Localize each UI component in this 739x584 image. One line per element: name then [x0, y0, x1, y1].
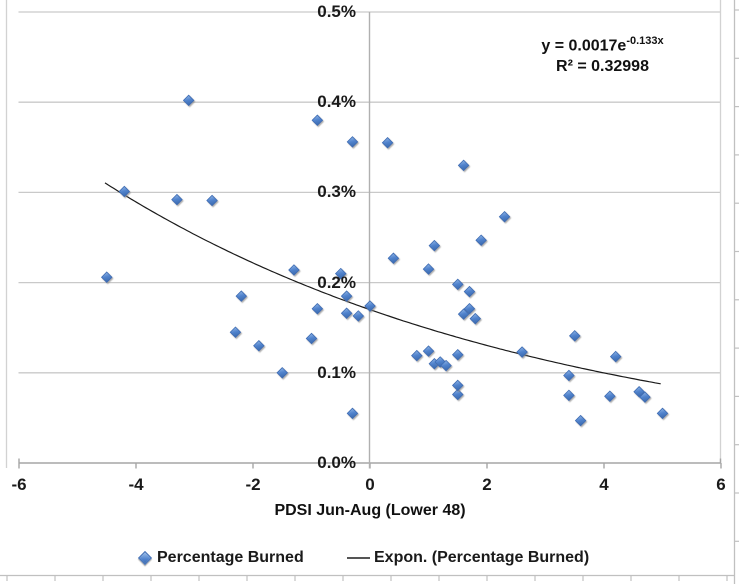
- data-point-diamond[interactable]: [563, 389, 575, 402]
- y-tick-label: 0.2%: [317, 272, 356, 292]
- x-tick-label: -6: [11, 475, 27, 494]
- data-point-diamond[interactable]: [411, 349, 423, 362]
- data-point-diamond[interactable]: [568, 330, 581, 342]
- legend-label-expon: Expon. (Percentage Burned): [374, 549, 590, 566]
- data-point-diamond[interactable]: [451, 379, 464, 392]
- y-tick-label: 0.3%: [317, 182, 356, 202]
- data-point-diamond[interactable]: [276, 367, 289, 379]
- data-point-diamond[interactable]: [440, 359, 452, 372]
- x-tick-label: 0: [365, 475, 375, 494]
- data-point-diamond[interactable]: [100, 271, 113, 283]
- trendline-curve[interactable]: [104, 182, 661, 385]
- data-point-diamond[interactable]: [229, 326, 242, 338]
- data-point-diamond[interactable]: [475, 234, 487, 246]
- data-point-diamond[interactable]: [451, 278, 464, 291]
- equation-line: y = 0.0017e-0.133x: [470, 31, 735, 56]
- y-tick-label: 0.0%: [317, 453, 356, 472]
- data-point-diamond[interactable]: [574, 414, 587, 427]
- equation-r2: R² = 0.32998: [556, 58, 649, 76]
- y-tick-label: 0.5%: [317, 2, 356, 21]
- data-point-diamond[interactable]: [340, 307, 353, 320]
- data-point-diamond[interactable]: [182, 94, 195, 107]
- data-point-diamond[interactable]: [334, 267, 347, 280]
- data-point-diamond[interactable]: [639, 391, 651, 403]
- data-point-diamond[interactable]: [563, 369, 575, 382]
- legend-label-percentage-burned: Percentage Burned: [157, 549, 304, 566]
- data-point-diamond[interactable]: [422, 263, 435, 275]
- trendline-equation-label[interactable]: y = 0.0017e-0.133x R² = 0.32998: [470, 31, 735, 77]
- data-point-diamond[interactable]: [457, 159, 470, 172]
- data-point-diamond[interactable]: [457, 308, 470, 320]
- trendline-marker-icon: [347, 557, 370, 559]
- equation-base: y = 0.0017e: [541, 37, 627, 55]
- data-point-diamond[interactable]: [451, 348, 464, 361]
- series-percentage-burned[interactable]: [100, 94, 669, 427]
- data-point-diamond[interactable]: [604, 390, 616, 403]
- data-point-diamond[interactable]: [387, 252, 400, 265]
- y-tick-label: 0.4%: [317, 92, 356, 112]
- data-point-diamond[interactable]: [311, 114, 324, 127]
- data-point-diamond[interactable]: [498, 210, 511, 223]
- data-point-diamond[interactable]: [364, 300, 376, 312]
- data-point-diamond[interactable]: [346, 407, 359, 420]
- data-point-diamond[interactable]: [305, 332, 318, 345]
- data-point-diamond[interactable]: [422, 345, 435, 357]
- data-point-diamond[interactable]: [516, 346, 528, 358]
- legend-item-expon[interactable]: Expon. (Percentage Burned): [347, 546, 589, 570]
- data-point-diamond[interactable]: [451, 388, 464, 401]
- x-tick-label: -4: [128, 475, 144, 494]
- x-tick-label: 2: [482, 475, 492, 494]
- legend[interactable]: Percentage Burned Expon. (Percentage Bur…: [0, 546, 739, 570]
- equation-exponent: -0.133x: [626, 35, 664, 47]
- data-point-diamond[interactable]: [206, 194, 218, 207]
- data-point-diamond[interactable]: [311, 302, 324, 315]
- data-point-diamond[interactable]: [469, 312, 482, 325]
- legend-item-percentage-burned[interactable]: Percentage Burned: [137, 546, 304, 570]
- data-point-diamond[interactable]: [428, 239, 441, 252]
- data-point-diamond[interactable]: [609, 350, 622, 363]
- data-point-diamond[interactable]: [118, 185, 131, 198]
- data-point-diamond[interactable]: [288, 264, 300, 276]
- data-point-diamond[interactable]: [463, 285, 476, 298]
- data-point-diamond[interactable]: [235, 290, 248, 302]
- data-point-diamond[interactable]: [633, 385, 645, 398]
- y-tick-label: 0.1%: [317, 362, 356, 382]
- x-axis-title[interactable]: PDSI Jun-Aug (Lower 48): [274, 502, 466, 519]
- diamond-marker-icon: [137, 550, 153, 566]
- x-tick-label: -2: [245, 475, 261, 494]
- data-point-diamond[interactable]: [171, 193, 183, 206]
- data-point-diamond[interactable]: [340, 290, 353, 302]
- data-point-diamond[interactable]: [656, 407, 669, 420]
- x-tick-label: 6: [716, 475, 726, 494]
- x-tick-label: 4: [599, 475, 609, 494]
- data-point-diamond[interactable]: [381, 137, 394, 149]
- data-point-diamond[interactable]: [352, 310, 365, 322]
- data-point-diamond[interactable]: [253, 339, 265, 352]
- data-point-diamond[interactable]: [346, 136, 359, 148]
- data-point-diamond[interactable]: [463, 302, 476, 315]
